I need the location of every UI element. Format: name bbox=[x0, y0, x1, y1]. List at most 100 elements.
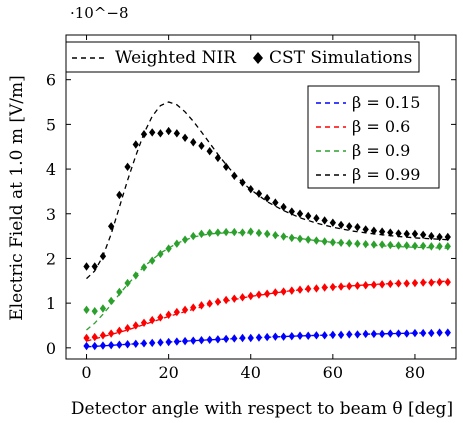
cst-point-beta-0-99 bbox=[313, 214, 320, 223]
cst-point-beta-0-15 bbox=[305, 331, 312, 340]
cst-point-beta-0-6 bbox=[140, 318, 148, 328]
x-axis-label: Detector angle with respect to beam θ [d… bbox=[71, 399, 453, 419]
cst-point-beta-0-15 bbox=[132, 339, 139, 349]
cst-point-beta-0-9 bbox=[288, 233, 295, 243]
cst-point-beta-0-15 bbox=[420, 328, 427, 338]
cst-point-beta-0-9 bbox=[420, 241, 427, 251]
cst-point-beta-0-99 bbox=[395, 229, 402, 238]
cst-point-beta-0-6 bbox=[116, 326, 123, 336]
cst-point-beta-0-9 bbox=[140, 263, 148, 272]
cst-point-beta-0-99 bbox=[436, 232, 443, 242]
cst-point-beta-0-6 bbox=[305, 284, 312, 294]
cst-point-beta-0-6 bbox=[108, 329, 115, 338]
cst-point-beta-0-15 bbox=[313, 331, 320, 340]
cst-point-beta-0-6 bbox=[149, 315, 156, 325]
cst-point-beta-0-15 bbox=[280, 332, 287, 341]
y-tick-label: 0 bbox=[46, 339, 56, 358]
cst-point-beta-0-99 bbox=[296, 209, 304, 218]
cst-point-beta-0-99 bbox=[108, 222, 115, 231]
cst-point-beta-0-15 bbox=[181, 336, 189, 346]
cst-point-beta-0-9 bbox=[255, 228, 263, 238]
cst-point-beta-0-6 bbox=[346, 281, 353, 291]
cst-point-beta-0-6 bbox=[198, 301, 205, 310]
cst-point-beta-0-9 bbox=[387, 240, 394, 250]
cst-point-beta-0-99 bbox=[239, 178, 246, 187]
cst-point-beta-0-99 bbox=[255, 189, 263, 198]
cst-point-beta-0-15 bbox=[149, 338, 156, 348]
cst-point-beta-0-6 bbox=[280, 287, 287, 296]
cst-point-beta-0-6 bbox=[370, 280, 378, 290]
cst-point-beta-0-6 bbox=[321, 283, 328, 292]
cst-point-beta-0-9 bbox=[444, 242, 451, 251]
cst-point-beta-0-6 bbox=[165, 310, 172, 319]
legend-nir-label: Weighted NIR bbox=[115, 48, 237, 68]
cst-point-beta-0-9 bbox=[264, 229, 271, 239]
cst-point-beta-0-6 bbox=[214, 297, 222, 306]
cst-point-beta-0-99 bbox=[83, 262, 90, 271]
cst-point-beta-0-15 bbox=[206, 335, 213, 344]
cst-point-beta-0-15 bbox=[378, 329, 386, 339]
cst-point-beta-0-99 bbox=[370, 226, 378, 235]
cst-point-beta-0-9 bbox=[305, 235, 312, 244]
cst-point-beta-0-15 bbox=[157, 338, 164, 347]
x-tick-label: 0 bbox=[81, 363, 91, 382]
cst-point-beta-0-9 bbox=[296, 234, 304, 243]
cst-point-beta-0-9 bbox=[346, 239, 353, 248]
cst-point-beta-0-9 bbox=[190, 231, 197, 241]
legend-beta-0-15-label: β = 0.15 bbox=[352, 93, 420, 112]
cst-point-beta-0-15 bbox=[329, 330, 336, 340]
cst-point-beta-0-6 bbox=[239, 293, 246, 302]
cst-point-beta-0-15 bbox=[198, 336, 205, 345]
cst-point-beta-0-99 bbox=[354, 222, 361, 232]
legend-beta-0-99-label: β = 0.99 bbox=[352, 165, 420, 184]
legend-beta-0-9-label: β = 0.9 bbox=[352, 141, 410, 160]
cst-point-beta-0-99 bbox=[231, 171, 238, 180]
cst-point-beta-0-9 bbox=[354, 239, 361, 248]
cst-point-beta-0-6 bbox=[436, 277, 443, 287]
cst-point-beta-0-9 bbox=[378, 240, 386, 249]
x-tick-label: 80 bbox=[405, 363, 425, 382]
cst-point-beta-0-99 bbox=[116, 190, 123, 200]
cst-point-beta-0-9 bbox=[222, 227, 230, 237]
cst-point-beta-0-99 bbox=[149, 128, 156, 137]
cst-point-beta-0-99 bbox=[198, 141, 205, 151]
nir-line-beta-0-15 bbox=[86, 331, 448, 348]
cst-point-beta-0-15 bbox=[214, 335, 222, 344]
cst-point-beta-0-6 bbox=[428, 278, 435, 287]
cst-point-beta-0-9 bbox=[428, 242, 435, 251]
legend-cst-label: CST Simulations bbox=[269, 48, 412, 68]
cst-point-beta-0-6 bbox=[264, 289, 271, 298]
cst-point-beta-0-99 bbox=[165, 126, 172, 136]
cst-point-beta-0-99 bbox=[264, 193, 271, 203]
cst-point-beta-0-9 bbox=[83, 305, 90, 315]
cst-point-beta-0-99 bbox=[305, 211, 312, 221]
cst-point-beta-0-6 bbox=[313, 284, 320, 293]
cst-point-beta-0-6 bbox=[329, 282, 336, 292]
cst-point-beta-0-6 bbox=[91, 332, 98, 342]
y-tick-label: 6 bbox=[46, 71, 56, 90]
cst-point-beta-0-6 bbox=[288, 286, 295, 295]
cst-point-beta-0-99 bbox=[214, 153, 222, 163]
cst-point-beta-0-99 bbox=[124, 162, 131, 172]
cst-point-beta-0-9 bbox=[132, 271, 139, 280]
cst-point-beta-0-15 bbox=[395, 329, 402, 338]
cst-point-beta-0-6 bbox=[444, 277, 451, 287]
cst-point-beta-0-6 bbox=[255, 290, 263, 299]
cst-point-beta-0-15 bbox=[255, 333, 263, 342]
cst-point-beta-0-15 bbox=[288, 332, 295, 341]
x-tick-label: 40 bbox=[241, 363, 261, 382]
cst-point-beta-0-9 bbox=[337, 238, 345, 248]
cst-point-beta-0-6 bbox=[83, 333, 90, 343]
cst-point-beta-0-15 bbox=[140, 339, 148, 348]
cst-point-beta-0-99 bbox=[288, 207, 295, 216]
cst-point-beta-0-15 bbox=[411, 328, 419, 338]
cst-point-beta-0-99 bbox=[91, 262, 98, 271]
cst-point-beta-0-6 bbox=[99, 331, 107, 340]
cst-point-beta-0-99 bbox=[272, 198, 279, 207]
cst-point-beta-0-15 bbox=[387, 329, 394, 338]
cst-point-beta-0-9 bbox=[108, 296, 115, 306]
cst-point-beta-0-6 bbox=[272, 288, 279, 297]
cst-point-beta-0-6 bbox=[420, 278, 427, 287]
cst-point-beta-0-6 bbox=[206, 299, 213, 308]
cst-point-beta-0-15 bbox=[337, 330, 345, 340]
